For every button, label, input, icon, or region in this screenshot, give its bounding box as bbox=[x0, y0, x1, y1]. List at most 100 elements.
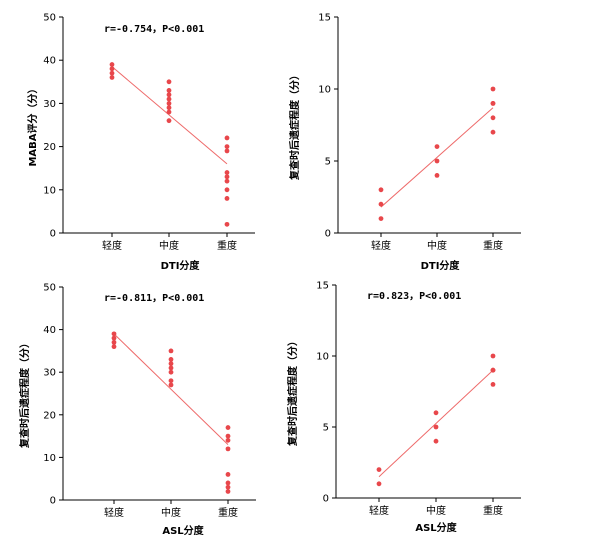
chart-panel-1: 0 10 20 30 40 50 轻度 中度 重度 r=-0.754，P<0.001 DTI分度 MA… bbox=[26, 13, 255, 272]
x-axis-title: DTI分度 bbox=[421, 259, 461, 272]
trend-line bbox=[378, 369, 494, 478]
y-tick-label: 50 bbox=[43, 283, 56, 294]
data-point bbox=[224, 170, 230, 175]
y-tick-label: 15 bbox=[316, 281, 329, 292]
data-point bbox=[111, 331, 117, 337]
data-point bbox=[168, 369, 174, 375]
data-point bbox=[378, 187, 384, 193]
x-tick-label: 重度 bbox=[218, 506, 238, 519]
y-tick-label: 10 bbox=[316, 352, 329, 363]
data-point bbox=[168, 348, 174, 354]
data-point bbox=[376, 481, 382, 487]
y-tick-label: 5 bbox=[325, 157, 331, 168]
data-point bbox=[225, 489, 231, 494]
trend-line bbox=[113, 333, 229, 445]
data-point bbox=[166, 101, 172, 106]
correlation-annotation: r=0.823，P<0.001 bbox=[367, 291, 461, 302]
x-tick-label: 中度 bbox=[426, 504, 446, 517]
data-point bbox=[166, 92, 172, 98]
data-point bbox=[490, 353, 496, 359]
y-axis-title: 复查时后遗症程度（分） bbox=[288, 70, 301, 181]
data-point bbox=[224, 187, 230, 193]
chart-panel-4: 0 5 10 15 轻度 中度 重度 r=0.823，P<0.001 ASL分度 复查时后遗症程度… bbox=[286, 281, 521, 534]
data-point bbox=[224, 144, 230, 150]
x-tick-label: 中度 bbox=[427, 239, 447, 252]
correlation-annotation: r=-0.811，P<0.001 bbox=[104, 293, 204, 304]
data-point bbox=[225, 433, 231, 439]
data-point bbox=[224, 148, 230, 154]
data-point bbox=[378, 216, 384, 222]
correlation-annotation: r=-0.754，P<0.001 bbox=[104, 24, 204, 35]
data-point bbox=[434, 173, 440, 178]
data-point bbox=[225, 425, 231, 430]
y-tick-label: 40 bbox=[43, 56, 56, 67]
y-tick-label: 15 bbox=[318, 13, 331, 24]
data-point bbox=[490, 101, 496, 106]
data-point bbox=[433, 410, 439, 416]
data-point bbox=[490, 86, 496, 92]
data-point bbox=[166, 79, 172, 85]
data-point bbox=[434, 144, 440, 150]
x-tick-label: 轻度 bbox=[369, 504, 389, 517]
data-point bbox=[166, 105, 172, 111]
y-tick-label: 10 bbox=[318, 85, 331, 96]
data-point bbox=[109, 75, 115, 80]
data-point bbox=[490, 367, 496, 373]
data-point bbox=[376, 467, 382, 472]
data-point bbox=[166, 109, 172, 115]
data-point bbox=[433, 438, 439, 444]
data-point bbox=[109, 62, 115, 67]
data-point bbox=[490, 115, 496, 121]
data-point bbox=[224, 135, 230, 141]
y-tick-label: 0 bbox=[323, 494, 329, 505]
data-point bbox=[168, 357, 174, 362]
data-point bbox=[490, 382, 496, 387]
data-point bbox=[224, 178, 230, 184]
y-tick-label: 30 bbox=[43, 99, 56, 110]
y-tick-label: 5 bbox=[323, 423, 329, 434]
x-tick-label: 轻度 bbox=[102, 239, 122, 252]
data-point bbox=[433, 424, 439, 430]
data-point bbox=[109, 70, 115, 76]
data-point bbox=[168, 365, 174, 371]
data-point bbox=[111, 335, 117, 341]
x-tick-label: 重度 bbox=[483, 504, 503, 517]
data-point bbox=[111, 339, 117, 345]
y-tick-label: 20 bbox=[43, 142, 56, 153]
data-point bbox=[434, 158, 440, 164]
y-axis-title: 复查时后遗症程度（分） bbox=[286, 336, 299, 447]
data-point bbox=[166, 118, 172, 124]
x-axis-title: ASL分度 bbox=[415, 521, 457, 534]
x-tick-label: 轻度 bbox=[371, 239, 391, 252]
y-tick-label: 30 bbox=[43, 368, 56, 379]
x-axis-title: DTI分度 bbox=[161, 259, 201, 272]
x-tick-label: 中度 bbox=[159, 239, 179, 252]
data-point bbox=[225, 472, 231, 477]
data-point bbox=[224, 196, 230, 201]
x-tick-label: 重度 bbox=[483, 239, 503, 252]
y-tick-label: 10 bbox=[43, 185, 56, 196]
data-point bbox=[111, 344, 117, 350]
y-tick-label: 0 bbox=[50, 496, 56, 507]
data-point bbox=[225, 480, 231, 486]
trend-line bbox=[111, 66, 228, 165]
data-point bbox=[378, 201, 384, 207]
data-point bbox=[168, 361, 174, 367]
y-axis-title: 复查时后遗症程度（分） bbox=[18, 338, 31, 449]
data-point bbox=[225, 484, 231, 490]
y-tick-label: 50 bbox=[43, 13, 56, 24]
y-axis-title: MABA评分（分） bbox=[26, 83, 39, 166]
data-point bbox=[109, 66, 115, 72]
y-tick-label: 0 bbox=[325, 229, 331, 240]
x-axis-title: ASL分度 bbox=[162, 524, 204, 537]
y-tick-label: 0 bbox=[50, 229, 56, 240]
data-point bbox=[168, 378, 174, 384]
chart-panel-3: 0 10 20 30 40 50 轻度 中度 重度 r=-0.811，P<0.001 ASL分度 复查… bbox=[18, 283, 256, 537]
data-point bbox=[225, 437, 231, 443]
chart-panel-2: 0 5 10 15 轻度 中度 重度 DTI分度 复查时后遗症程度（分） bbox=[288, 13, 521, 272]
data-point bbox=[490, 129, 496, 135]
data-point bbox=[166, 96, 172, 102]
data-point bbox=[168, 382, 174, 388]
data-point bbox=[225, 446, 231, 452]
